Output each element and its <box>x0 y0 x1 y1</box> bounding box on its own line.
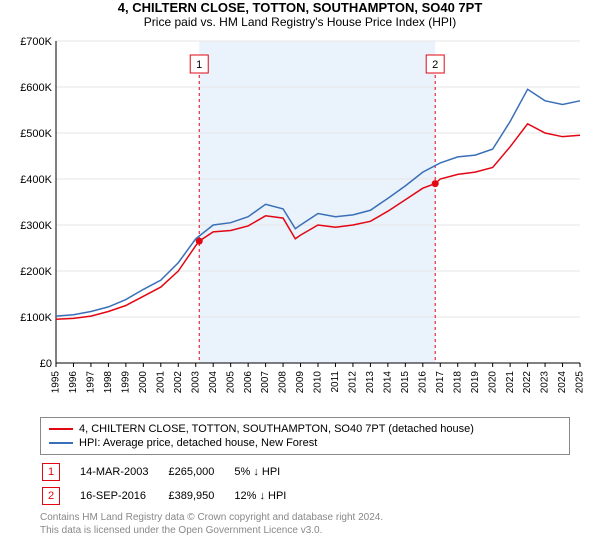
svg-text:1997: 1997 <box>86 371 97 394</box>
svg-text:2: 2 <box>432 59 438 71</box>
svg-text:1995: 1995 <box>51 371 62 394</box>
legend-label: 4, CHILTERN CLOSE, TOTTON, SOUTHAMPTON, … <box>79 423 474 435</box>
chart-area: £0 £100K £200K £300K £400K £500K £600K £700K 199… <box>10 33 590 413</box>
svg-text:2024: 2024 <box>557 371 568 394</box>
svg-text:£600K: £600K <box>20 82 52 94</box>
svg-text:2023: 2023 <box>540 371 551 394</box>
legend: 4, CHILTERN CLOSE, TOTTON, SOUTHAMPTON, … <box>40 417 570 455</box>
transaction-delta: 5% ↓ HPI <box>234 461 304 483</box>
legend-swatch <box>49 442 73 444</box>
svg-text:1996: 1996 <box>68 371 79 394</box>
svg-text:2017: 2017 <box>435 371 446 394</box>
svg-text:2019: 2019 <box>470 371 481 394</box>
transaction-date: 16-SEP-2016 <box>80 485 166 507</box>
svg-text:2016: 2016 <box>417 371 428 394</box>
transaction-delta: 12% ↓ HPI <box>234 485 304 507</box>
transaction-price: £265,000 <box>168 461 232 483</box>
footer-attribution: Contains HM Land Registry data © Crown c… <box>40 511 570 537</box>
svg-text:£500K: £500K <box>20 128 52 140</box>
legend-row: HPI: Average price, detached house, New … <box>49 436 561 450</box>
legend-row: 4, CHILTERN CLOSE, TOTTON, SOUTHAMPTON, … <box>49 422 561 436</box>
legend-label: HPI: Average price, detached house, New … <box>79 437 317 449</box>
svg-text:2022: 2022 <box>522 371 533 394</box>
svg-text:2008: 2008 <box>278 371 289 394</box>
svg-text:£700K: £700K <box>20 36 52 48</box>
svg-text:£200K: £200K <box>20 266 52 278</box>
svg-text:2014: 2014 <box>383 371 394 394</box>
svg-text:2011: 2011 <box>330 371 341 393</box>
transaction-row: 1 14-MAR-2003£265,0005% ↓ HPI <box>42 461 304 483</box>
svg-text:2007: 2007 <box>260 371 271 394</box>
svg-text:2015: 2015 <box>400 371 411 394</box>
chart-subtitle: Price paid vs. HM Land Registry's House … <box>0 15 600 29</box>
svg-text:2003: 2003 <box>190 371 201 394</box>
footer-line-2: This data is licensed under the Open Gov… <box>40 524 570 537</box>
line-chart: £0 £100K £200K £300K £400K £500K £600K £700K 199… <box>10 33 590 413</box>
transactions-table: 1 14-MAR-2003£265,0005% ↓ HPI 2 16-SEP-2016… <box>40 459 306 509</box>
svg-text:£400K: £400K <box>20 174 52 186</box>
svg-text:£300K: £300K <box>20 220 52 232</box>
svg-text:2000: 2000 <box>138 371 149 394</box>
svg-text:2025: 2025 <box>575 371 586 394</box>
svg-text:2013: 2013 <box>365 371 376 394</box>
svg-text:1999: 1999 <box>121 371 132 394</box>
svg-text:2012: 2012 <box>348 371 359 394</box>
svg-text:1998: 1998 <box>103 371 114 394</box>
svg-text:1: 1 <box>196 59 202 71</box>
transaction-marker: 2 <box>42 487 60 505</box>
footer-line-1: Contains HM Land Registry data © Crown c… <box>40 511 570 524</box>
svg-text:2010: 2010 <box>313 371 324 394</box>
transaction-marker: 1 <box>42 463 60 481</box>
svg-text:£100K: £100K <box>20 312 52 324</box>
transaction-date: 14-MAR-2003 <box>80 461 166 483</box>
svg-text:2002: 2002 <box>173 371 184 394</box>
transaction-price: £389,950 <box>168 485 232 507</box>
svg-text:2018: 2018 <box>452 371 463 394</box>
legend-swatch <box>49 428 73 430</box>
chart-title: 4, CHILTERN CLOSE, TOTTON, SOUTHAMPTON, … <box>0 0 600 15</box>
svg-text:2006: 2006 <box>243 371 254 394</box>
transaction-row: 2 16-SEP-2016£389,95012% ↓ HPI <box>42 485 304 507</box>
svg-text:2020: 2020 <box>487 371 498 394</box>
svg-text:2005: 2005 <box>225 371 236 394</box>
svg-text:2009: 2009 <box>295 371 306 394</box>
svg-text:£0: £0 <box>40 358 52 370</box>
svg-text:2004: 2004 <box>208 371 219 394</box>
svg-text:2021: 2021 <box>505 371 516 394</box>
svg-text:2001: 2001 <box>155 371 166 394</box>
